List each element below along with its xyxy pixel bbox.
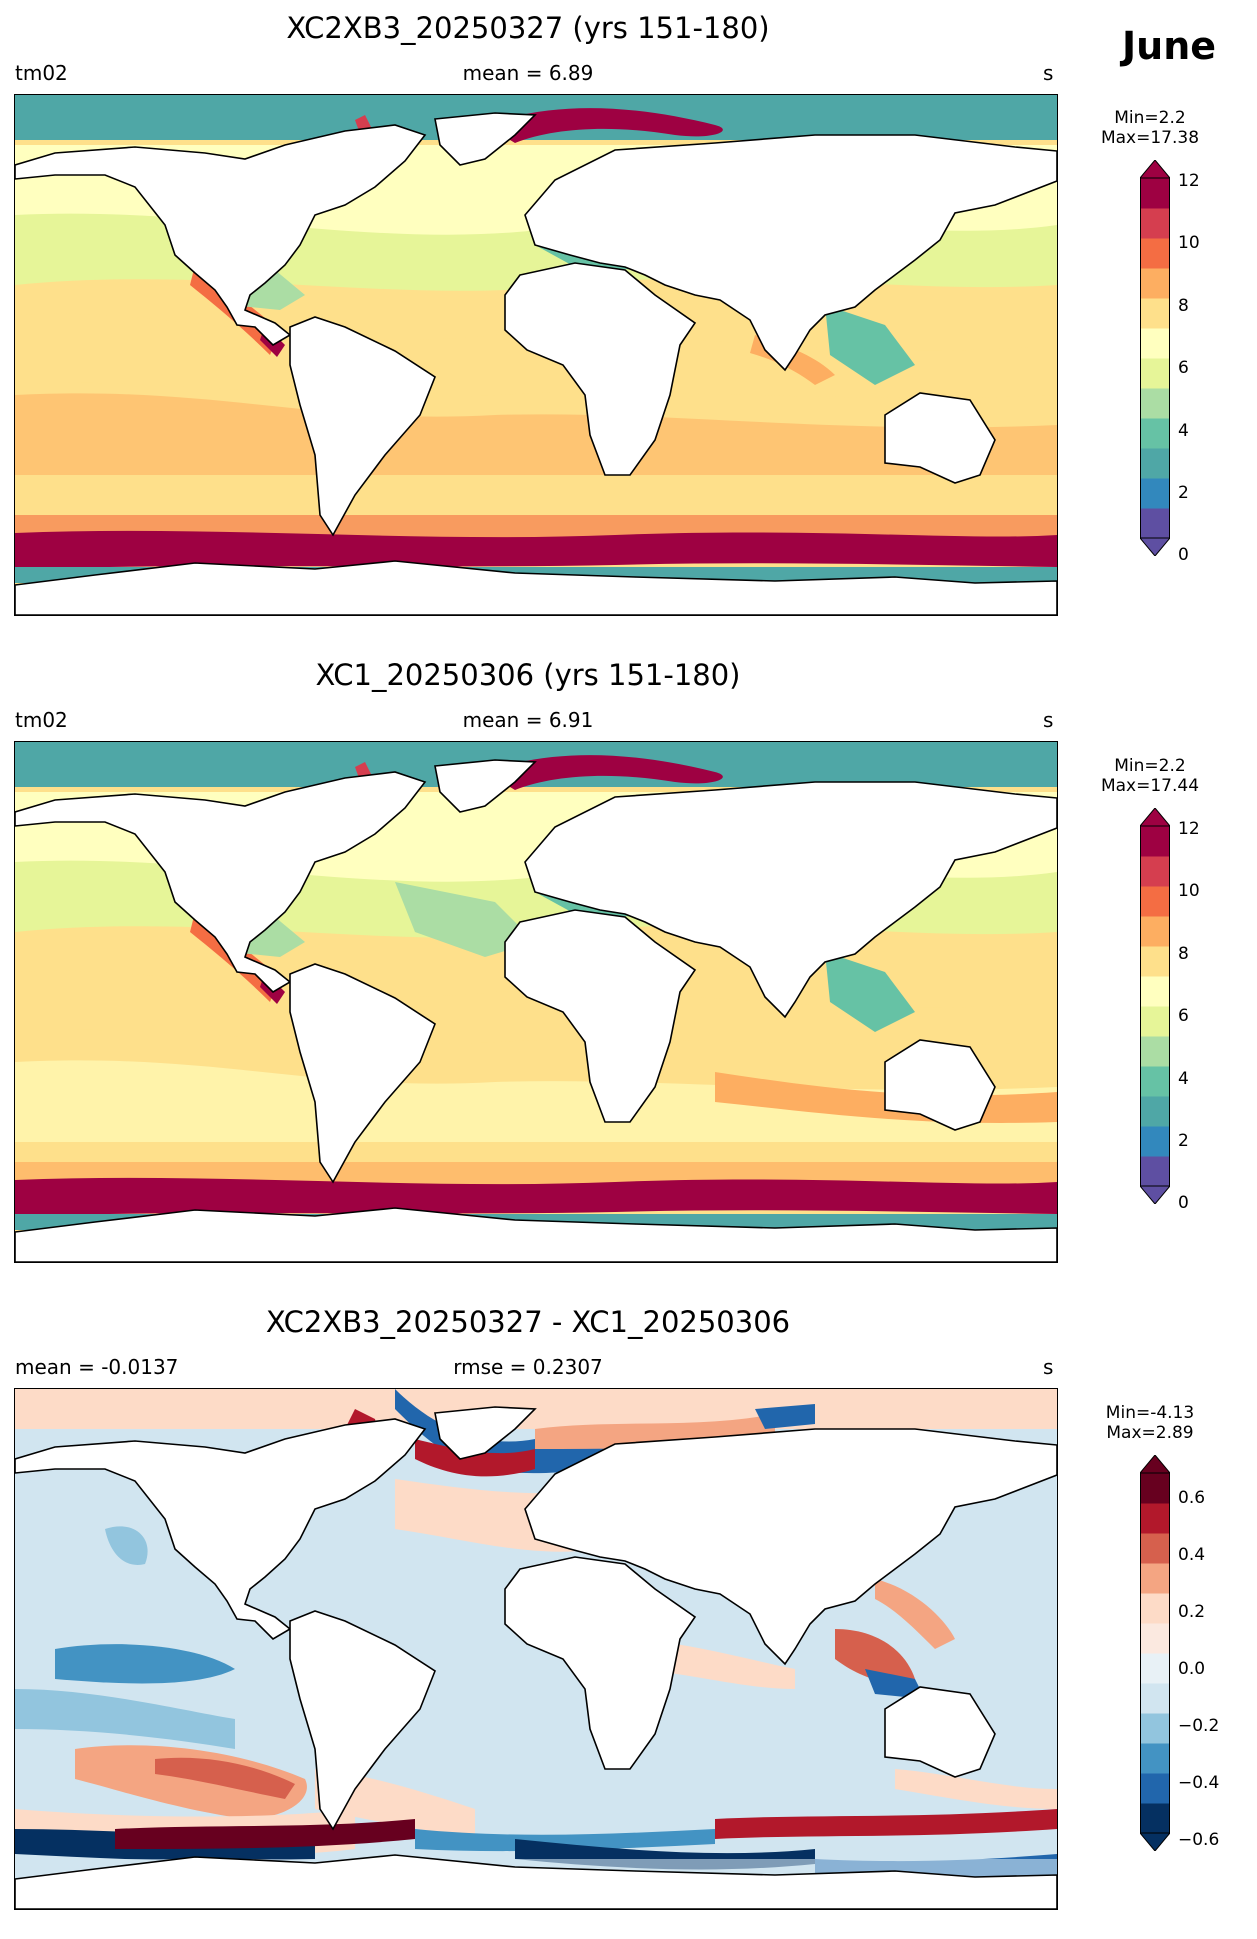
colorbar-3-segment [1140,1503,1170,1534]
panel-1-mean-label: mean = 6.89 [462,61,594,85]
colorbar-3-segment [1140,1773,1170,1804]
colorbar-3-segment [1140,1743,1170,1774]
colorbar-1-segment [1140,178,1170,209]
colorbar-3-segment [1140,1563,1170,1594]
panel-2-tick-10: 10 [1178,881,1200,901]
colorbar-1-segment [1140,508,1170,539]
panel-2-colorbar [1140,808,1170,1204]
panel-2-max-label: Max=17.44 [1100,776,1200,796]
panel-2-tick-6: 6 [1178,1006,1189,1026]
panel-3-tick-neg-0.6: −0.6 [1178,1830,1220,1850]
colorbar-3-frame [1140,1472,1170,1834]
colorbar-2-segment [1140,1096,1170,1127]
colorbar-2-segment [1140,916,1170,947]
colorbar-3-segment [1140,1623,1170,1654]
panel-3-mean-label: mean = -0.0137 [15,1355,179,1379]
panel-3-tick-0.6: 0.6 [1178,1488,1206,1508]
panel-2-min-label: Min=2.2 [1114,756,1186,776]
colorbar-2-segment [1140,1156,1170,1187]
panel-2-mean-label: mean = 6.91 [462,708,594,732]
panel-3-min-label: Min=-4.13 [1105,1403,1195,1423]
panel-2-title: XC1_20250306 (yrs 151-180) [315,658,741,692]
panel-1-title: XC2XB3_20250327 (yrs 151-180) [286,11,770,45]
panel-2-tick-4: 4 [1178,1069,1189,1089]
colorbar-2-extend-max [1140,808,1170,827]
colorbar-3-segment [1140,1593,1170,1624]
colorbar-2-segment [1140,1006,1170,1037]
panel-1-tick-0: 0 [1178,545,1189,565]
colorbar-1-segment [1140,448,1170,479]
panel-2-tick-2: 2 [1178,1131,1189,1151]
colorbar-2-extend-min [1140,1185,1170,1204]
month-label: June [1122,24,1217,68]
panel-1-max-label: Max=17.38 [1100,128,1200,148]
panel-3-max-label: Max=2.89 [1106,1423,1194,1443]
panel-2-tick-12: 12 [1178,819,1200,839]
panel-3-tick-0.0: 0.0 [1178,1659,1206,1679]
panel-1-variable-label: tm02 [15,61,68,85]
panel-2-tick-8: 8 [1178,944,1189,964]
panel-1-tick-8: 8 [1178,296,1189,316]
panel-1-min-label: Min=2.2 [1114,108,1186,128]
panel-2-variable-label: tm02 [15,708,68,732]
colorbar-2-segment [1140,1126,1170,1157]
colorbar-3-extend-max [1140,1455,1170,1474]
panel-3-tick-0.4: 0.4 [1178,1545,1206,1565]
panel-1-tick-6: 6 [1178,358,1189,378]
colorbar-2-segment [1140,946,1170,977]
colorbar-1-segment [1140,238,1170,269]
panel-3-units-label: s [1043,1355,1054,1379]
panel-1-units-label: s [1043,61,1054,85]
colorbar-1-segment [1140,268,1170,299]
colorbar-1-segment [1140,208,1170,239]
colorbar-3-segment [1140,1803,1170,1834]
panel-1-tick-10: 10 [1178,233,1200,253]
panel-3-map [14,1388,1058,1910]
colorbar-1-segment [1140,328,1170,359]
panel-2-units-label: s [1043,708,1054,732]
colorbar-3-extend-min [1140,1832,1170,1851]
colorbar-1-frame [1140,177,1170,539]
colorbar-2-segment [1140,826,1170,857]
colorbar-2-segment [1140,886,1170,917]
panel-1-tick-2: 2 [1178,483,1189,503]
panel-3-colorbar [1140,1455,1170,1851]
colorbar-3-segment [1140,1653,1170,1684]
colorbar-2-segment [1140,976,1170,1007]
panel-3-rmse-label: rmse = 0.2307 [453,1355,603,1379]
panel-1-colorbar [1140,160,1170,556]
colorbar-1-extend-max [1140,160,1170,179]
colorbar-1-segment [1140,298,1170,329]
colorbar-3-segment [1140,1533,1170,1564]
panel-3-tick-neg-0.2: −0.2 [1178,1716,1220,1736]
panel-3-tick-neg-0.4: −0.4 [1178,1773,1220,1793]
panel-2-map [14,741,1058,1263]
panel-3-tick-0.2: 0.2 [1178,1602,1206,1622]
colorbar-1-segment [1140,478,1170,509]
colorbar-3-segment [1140,1713,1170,1744]
panel-3-title: XC2XB3_20250327 - XC1_20250306 [265,1305,791,1339]
colorbar-2-frame [1140,825,1170,1187]
panel-1-tick-12: 12 [1178,171,1200,191]
colorbar-1-extend-min [1140,537,1170,556]
colorbar-1-segment [1140,358,1170,389]
colorbar-3-segment [1140,1473,1170,1504]
colorbar-1-segment [1140,418,1170,449]
colorbar-2-segment [1140,1066,1170,1097]
colorbar-2-segment [1140,1036,1170,1067]
panel-2-tick-0: 0 [1178,1193,1189,1213]
colorbar-1-segment [1140,388,1170,419]
panel-1-tick-4: 4 [1178,421,1189,441]
panel-1-map [14,94,1058,616]
colorbar-3-segment [1140,1683,1170,1714]
colorbar-2-segment [1140,856,1170,887]
